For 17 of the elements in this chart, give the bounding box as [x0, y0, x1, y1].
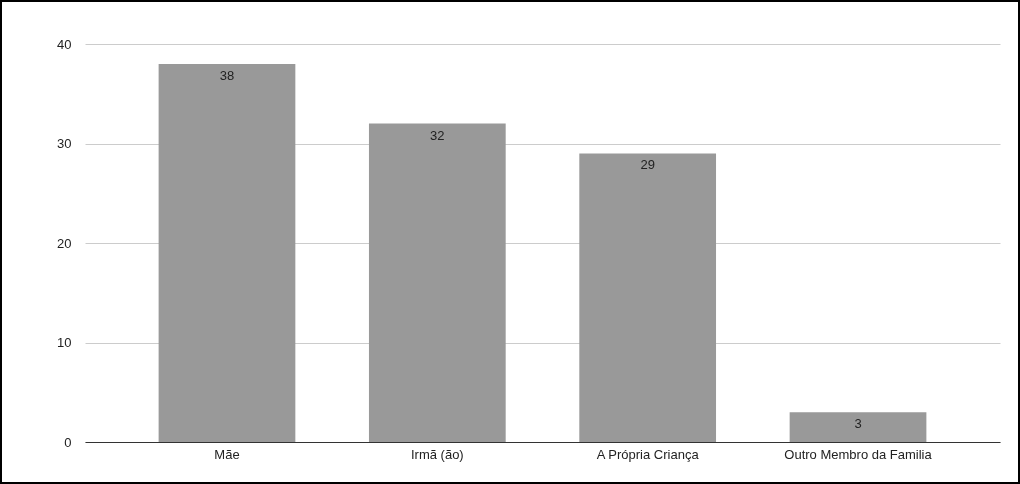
bar [158, 63, 296, 442]
x-tick-label: Irmã (ão) [410, 446, 464, 462]
y-tick-label: 10 [57, 335, 72, 350]
x-tick-label: Mãe [214, 446, 240, 462]
x-tick-label: A Própria Criança [596, 446, 700, 462]
bar [789, 412, 927, 442]
y-tick-label: 0 [64, 434, 72, 450]
data-label: 29 [640, 157, 655, 173]
bar [368, 123, 506, 442]
y-tick-label: 30 [57, 136, 72, 151]
data-label: 32 [430, 127, 445, 143]
data-label: 3 [854, 416, 862, 432]
y-tick-label: 40 [57, 36, 72, 52]
bar [579, 153, 717, 442]
x-tick-label: Outro Membro da Familia [784, 446, 933, 462]
data-label: 38 [219, 67, 235, 83]
y-tick-label: 20 [57, 235, 72, 251]
